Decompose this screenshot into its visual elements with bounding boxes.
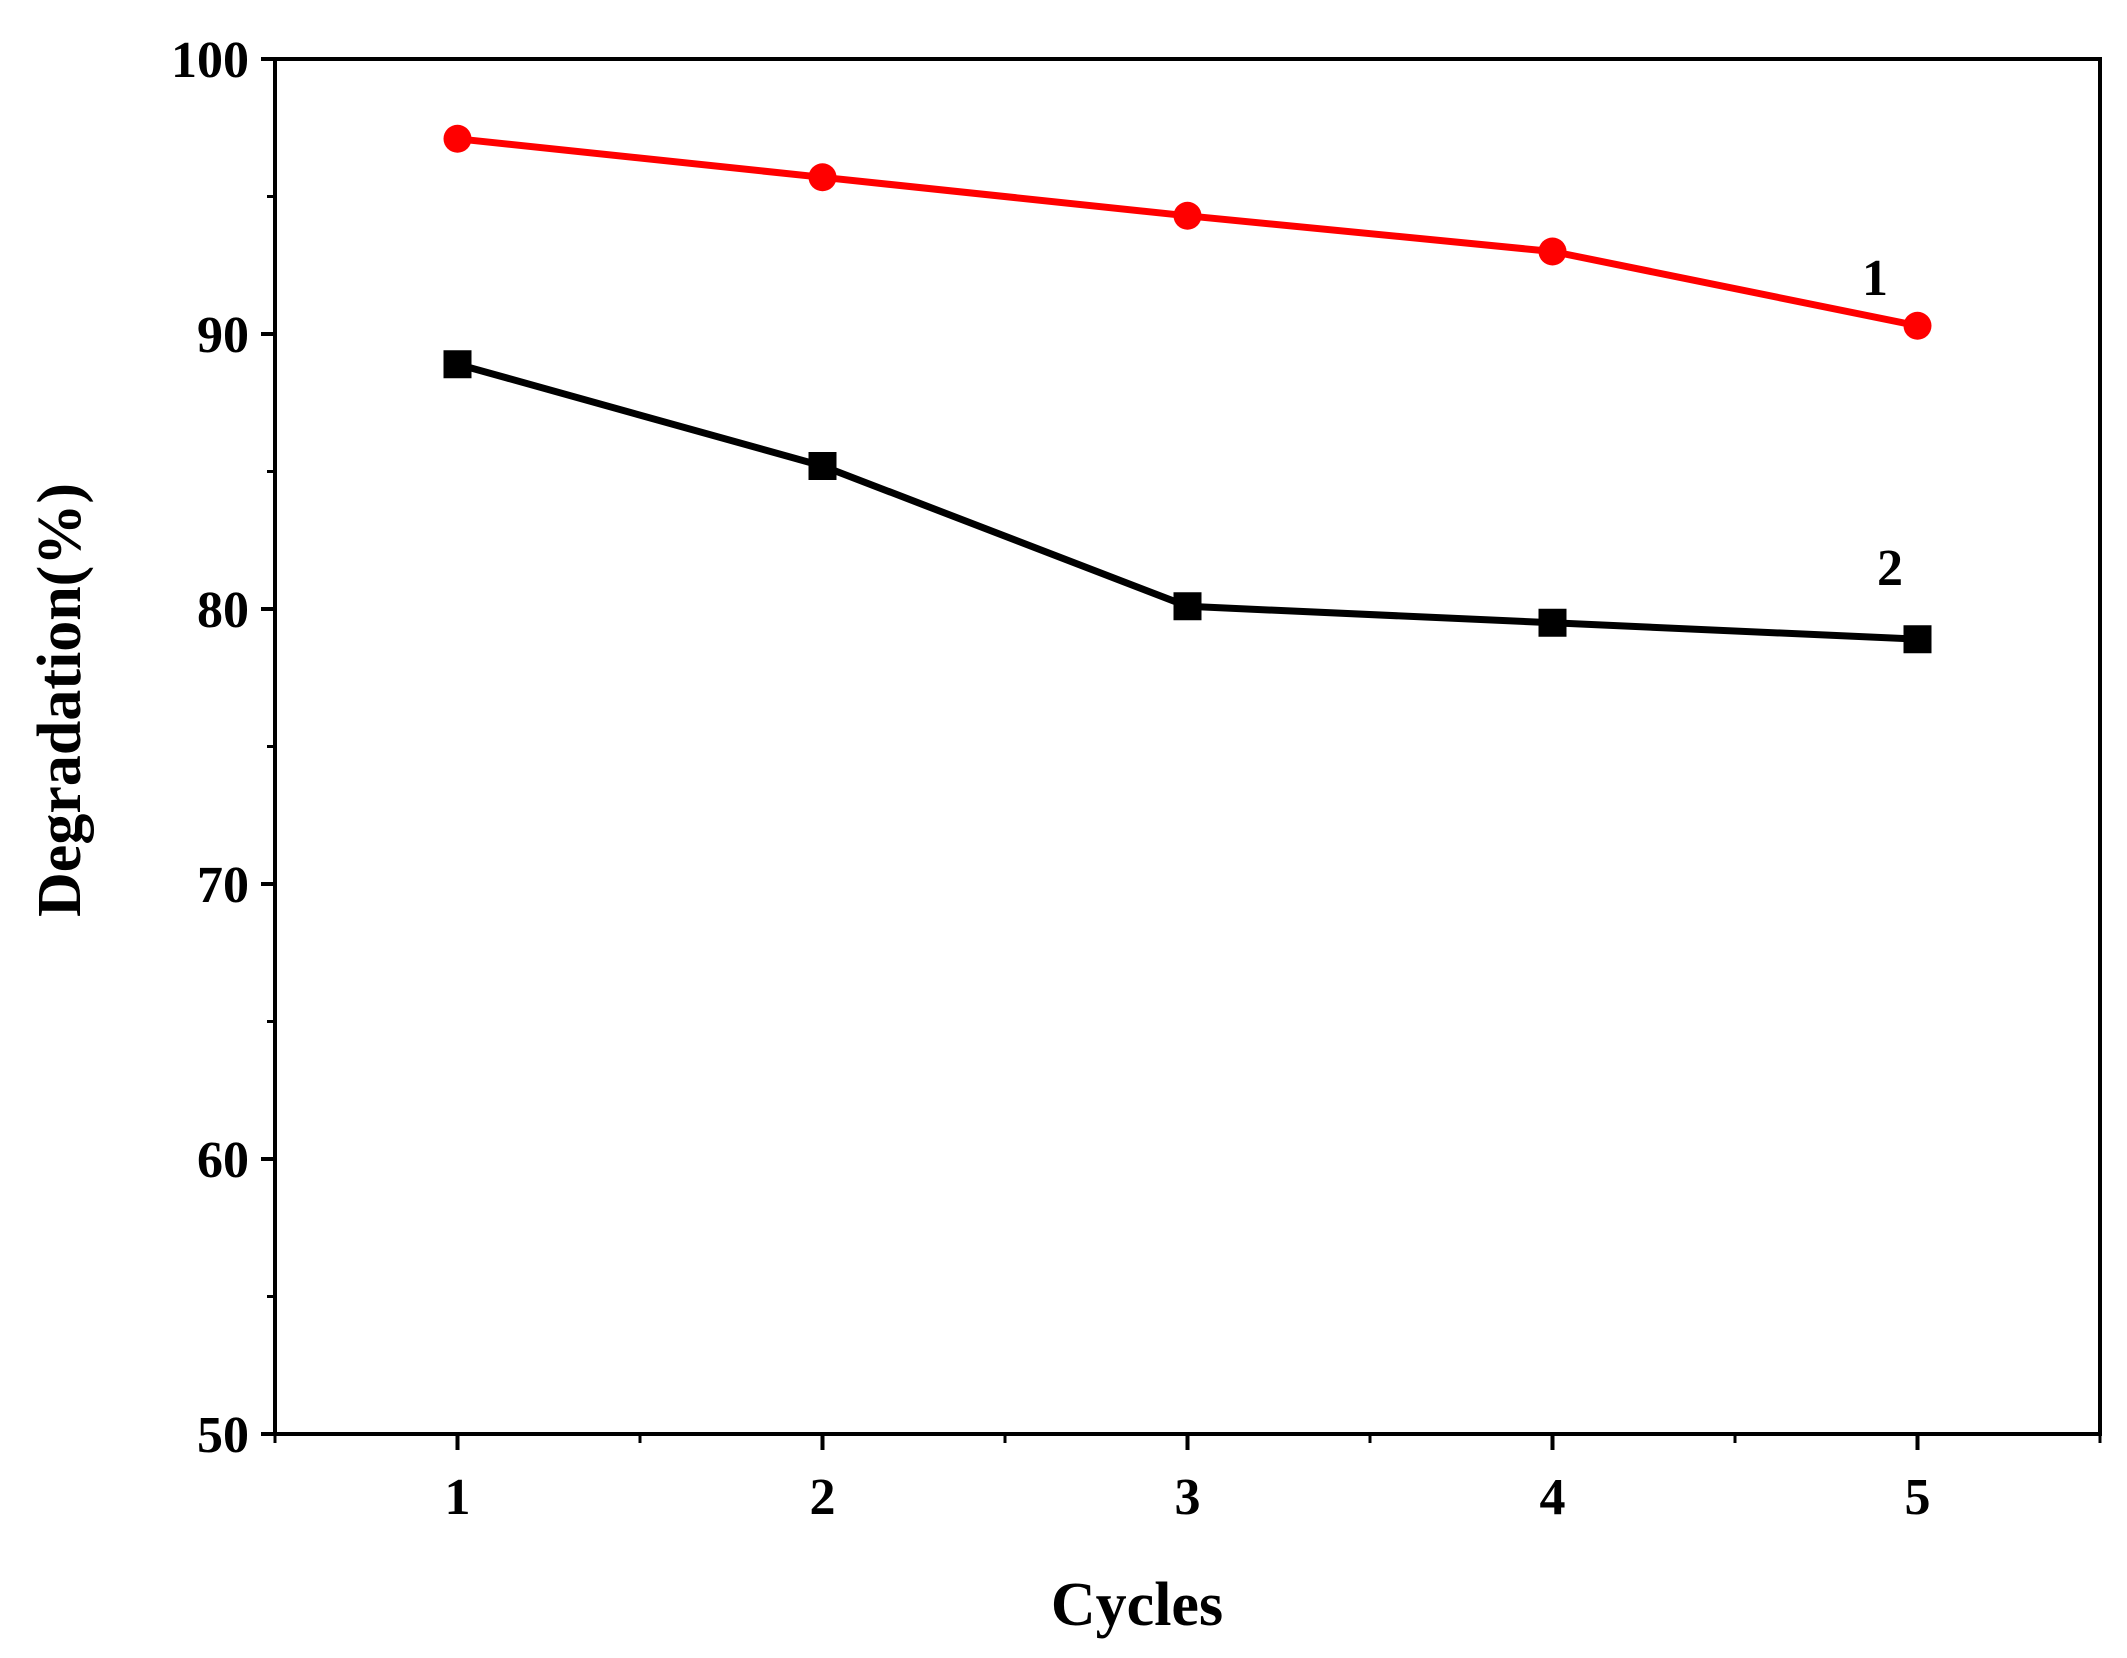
y-tick-label: 100	[171, 32, 249, 89]
x-tick-label: 2	[810, 1469, 836, 1526]
x-axis-ticks: 1 2 3 4 5	[273, 1434, 2102, 1526]
series-1-point	[1538, 237, 1567, 266]
x-tick-label: 4	[1540, 1469, 1566, 1526]
y-tick-label: 80	[197, 582, 249, 639]
series-2-point	[1538, 608, 1567, 637]
series-1-point	[443, 124, 472, 153]
series-1-point	[1903, 311, 1932, 340]
series-2-point	[1903, 625, 1932, 654]
y-tick-label: 70	[197, 857, 249, 914]
plot-frame	[273, 57, 2102, 1436]
series-2-point	[808, 452, 837, 480]
x-axis-title: Cycles	[1051, 1571, 1223, 1639]
series-1-point	[808, 163, 837, 192]
series-2-point	[443, 350, 472, 379]
y-axis-title: Degradation(%)	[26, 483, 94, 917]
series-1-line	[457, 135, 1919, 330]
y-axis-ticks: 50 60 70 80 90 100	[171, 32, 275, 1464]
series-layer	[443, 124, 1932, 654]
series-1-point	[1173, 201, 1202, 230]
series-label-1: 1	[1862, 250, 1888, 307]
x-tick-label: 3	[1175, 1469, 1201, 1526]
series-2	[443, 350, 1932, 654]
series-1	[443, 124, 1932, 340]
series-2-point	[1173, 592, 1202, 621]
x-tick-label: 5	[1905, 1469, 1931, 1526]
y-tick-label: 50	[197, 1407, 249, 1464]
y-tick-label: 60	[197, 1132, 249, 1189]
y-tick-label: 90	[197, 307, 249, 364]
x-tick-label: 1	[445, 1469, 471, 1526]
series-label-2: 2	[1877, 540, 1903, 597]
